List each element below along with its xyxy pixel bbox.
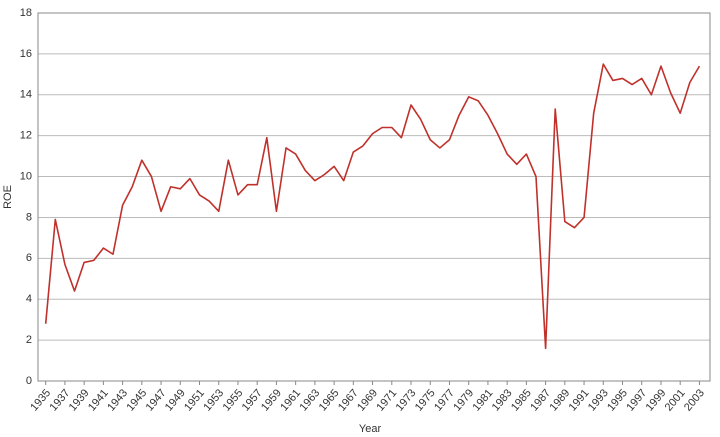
x-tick-label: 1949: [163, 387, 188, 413]
x-tick-label: 1995: [605, 387, 630, 413]
y-tick-label: 10: [20, 170, 32, 182]
x-tick-label: 1951: [182, 387, 207, 413]
y-tick-label: 14: [20, 89, 32, 101]
x-tick-label: 1991: [567, 387, 592, 413]
x-tick-label: 1955: [221, 387, 246, 413]
data-line: [44, 63, 701, 350]
x-tick-label: 1983: [490, 387, 515, 413]
x-tick-label: 1979: [451, 387, 476, 413]
x-tick-label: 1981: [471, 387, 496, 413]
x-tick-label: 1965: [317, 387, 342, 413]
y-tick-label: 18: [20, 7, 32, 19]
x-tick-label: 1963: [297, 387, 322, 413]
x-tick-label: 1985: [509, 387, 534, 413]
x-tick-label: 1947: [144, 387, 169, 413]
x-tick-label: 1971: [374, 387, 399, 413]
y-tick-label: 16: [20, 48, 32, 60]
x-tick-label: 1961: [278, 387, 303, 413]
y-tick-label: 12: [20, 130, 32, 142]
x-tick-label: 1997: [624, 387, 649, 413]
x-tick-label: 1957: [240, 387, 265, 413]
x-tick-label: 1999: [644, 387, 669, 413]
x-tick-label: 1987: [528, 387, 553, 413]
x-tick-label: 1943: [105, 387, 130, 413]
x-tick-label: 1935: [28, 387, 53, 413]
y-tick-label: 6: [26, 252, 32, 264]
plot-frame: [37, 12, 711, 382]
x-tick-label: 1939: [67, 387, 92, 413]
x-tick-label: 1953: [201, 387, 226, 413]
x-tick-label: 1937: [48, 387, 73, 413]
x-tick-label: 1989: [547, 387, 572, 413]
x-tick-label: 1945: [124, 387, 149, 413]
x-tick-label: 1975: [413, 387, 438, 413]
x-tick-label: 2003: [682, 387, 707, 413]
y-axis-label: ROE: [2, 185, 14, 209]
x-tick-label: 1941: [86, 387, 111, 413]
x-axis-label: Year: [359, 423, 382, 435]
y-tick-label: 0: [26, 375, 32, 387]
x-tick-label: 1967: [336, 387, 361, 413]
x-tick-label: 1993: [586, 387, 611, 413]
y-tick-label: 2: [26, 334, 32, 346]
x-tick-label: 1977: [432, 387, 457, 413]
x-tick-label: 2001: [663, 387, 688, 413]
x-tick-label: 1959: [259, 387, 284, 413]
y-tick-label: 8: [26, 211, 32, 223]
x-tick-label: 1969: [355, 387, 380, 413]
y-tick-label: 4: [26, 293, 32, 305]
x-tick-label: 1973: [394, 387, 419, 413]
